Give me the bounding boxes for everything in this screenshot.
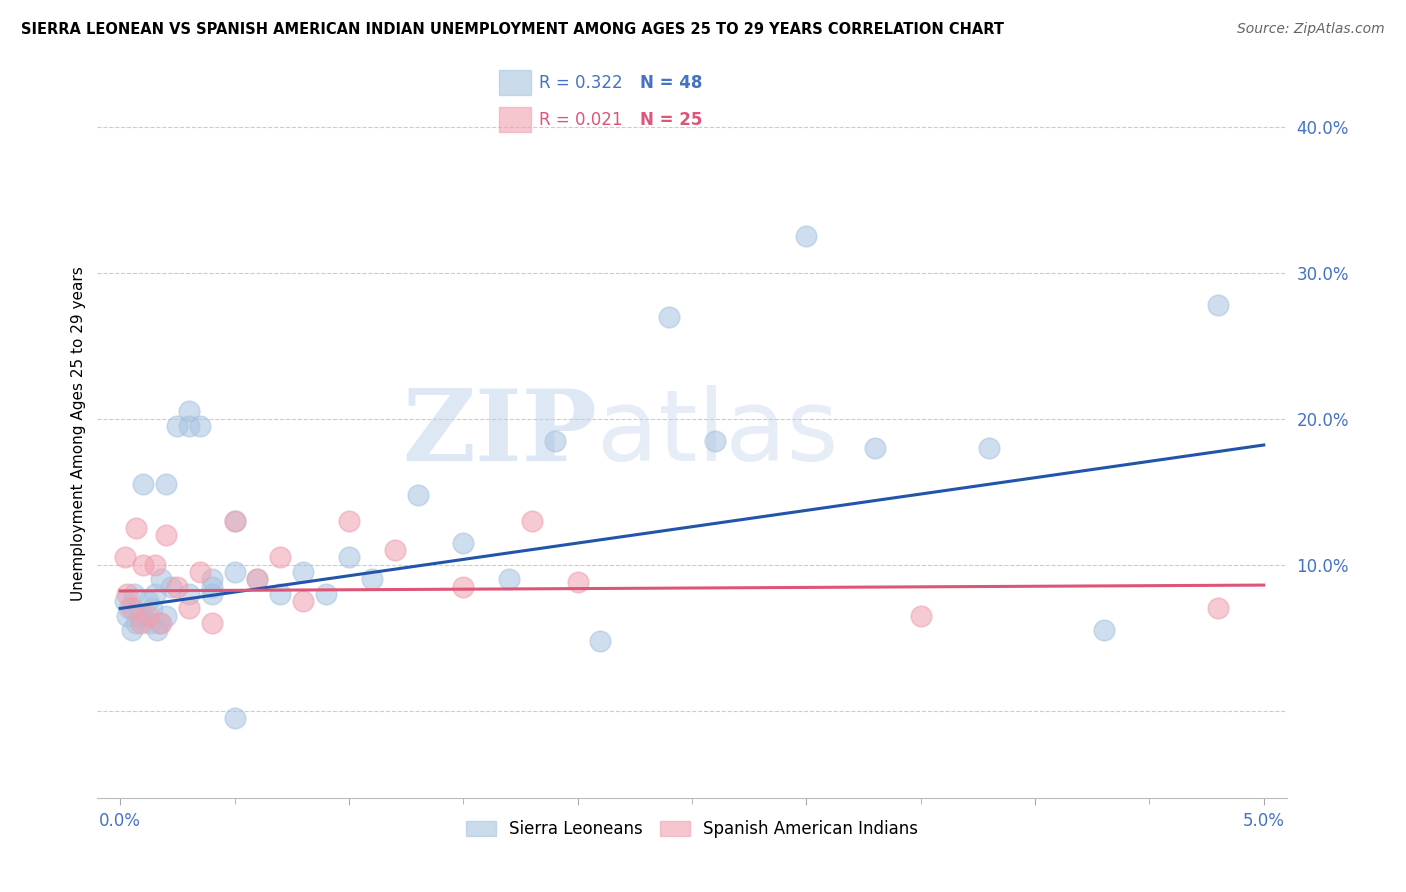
Point — [1206, 298, 1229, 312]
Point — [139, 615, 162, 630]
Point — [122, 587, 145, 601]
Text: R = 0.322: R = 0.322 — [538, 73, 623, 92]
Point — [269, 550, 291, 565]
Point — [148, 615, 170, 630]
Point — [132, 608, 155, 623]
Point — [337, 550, 360, 565]
Point — [498, 572, 520, 586]
Point — [118, 601, 141, 615]
Point — [224, 514, 246, 528]
Legend: Sierra Leoneans, Spanish American Indians: Sierra Leoneans, Spanish American Indian… — [460, 814, 925, 845]
Point — [703, 434, 725, 448]
Point — [125, 521, 148, 535]
Point — [224, 565, 246, 579]
Point — [155, 528, 177, 542]
Point — [141, 601, 163, 615]
Point — [1206, 601, 1229, 615]
Point — [155, 477, 177, 491]
Point — [150, 572, 173, 586]
Text: atlas: atlas — [596, 384, 838, 482]
Point — [910, 608, 932, 623]
Point — [150, 615, 173, 630]
Point — [315, 587, 337, 601]
Point — [114, 594, 136, 608]
FancyBboxPatch shape — [499, 70, 531, 95]
Point — [337, 514, 360, 528]
Point — [115, 587, 138, 601]
Point — [201, 587, 224, 601]
Point — [121, 624, 143, 638]
Point — [143, 587, 166, 601]
Point — [188, 419, 211, 434]
Point — [1092, 624, 1115, 638]
Point — [269, 587, 291, 601]
Text: ZIP: ZIP — [402, 384, 596, 482]
Point — [188, 565, 211, 579]
Point — [224, 711, 246, 725]
Point — [863, 441, 886, 455]
Point — [146, 624, 169, 638]
Point — [177, 419, 200, 434]
Y-axis label: Unemployment Among Ages 25 to 29 years: Unemployment Among Ages 25 to 29 years — [72, 266, 86, 600]
Point — [292, 565, 315, 579]
Point — [177, 587, 200, 601]
Text: Source: ZipAtlas.com: Source: ZipAtlas.com — [1237, 22, 1385, 37]
Point — [451, 535, 474, 549]
Point — [115, 608, 138, 623]
Point — [451, 580, 474, 594]
Text: SIERRA LEONEAN VS SPANISH AMERICAN INDIAN UNEMPLOYMENT AMONG AGES 25 TO 29 YEARS: SIERRA LEONEAN VS SPANISH AMERICAN INDIA… — [21, 22, 1004, 37]
Text: N = 25: N = 25 — [640, 111, 702, 128]
Point — [246, 572, 269, 586]
Point — [125, 615, 148, 630]
Point — [589, 633, 612, 648]
Point — [246, 572, 269, 586]
Text: N = 48: N = 48 — [640, 73, 702, 92]
Point — [159, 580, 181, 594]
Point — [544, 434, 567, 448]
Point — [177, 404, 200, 418]
Point — [121, 601, 143, 615]
Point — [155, 608, 177, 623]
Point — [201, 580, 224, 594]
Point — [129, 615, 152, 630]
Point — [567, 575, 589, 590]
Point — [128, 608, 150, 623]
Point — [166, 419, 188, 434]
Point — [136, 594, 159, 608]
Point — [658, 310, 681, 324]
Text: R = 0.021: R = 0.021 — [538, 111, 623, 128]
Point — [520, 514, 543, 528]
FancyBboxPatch shape — [499, 107, 531, 132]
Point — [360, 572, 382, 586]
Point — [143, 558, 166, 572]
Point — [794, 229, 817, 244]
Point — [132, 477, 155, 491]
Point — [201, 572, 224, 586]
Point — [201, 615, 224, 630]
Point — [384, 543, 406, 558]
Point — [136, 608, 159, 623]
Point — [177, 601, 200, 615]
Point — [166, 580, 188, 594]
Point — [292, 594, 315, 608]
Point — [979, 441, 1001, 455]
Point — [224, 514, 246, 528]
Point — [132, 558, 155, 572]
Point — [406, 488, 429, 502]
Point — [114, 550, 136, 565]
